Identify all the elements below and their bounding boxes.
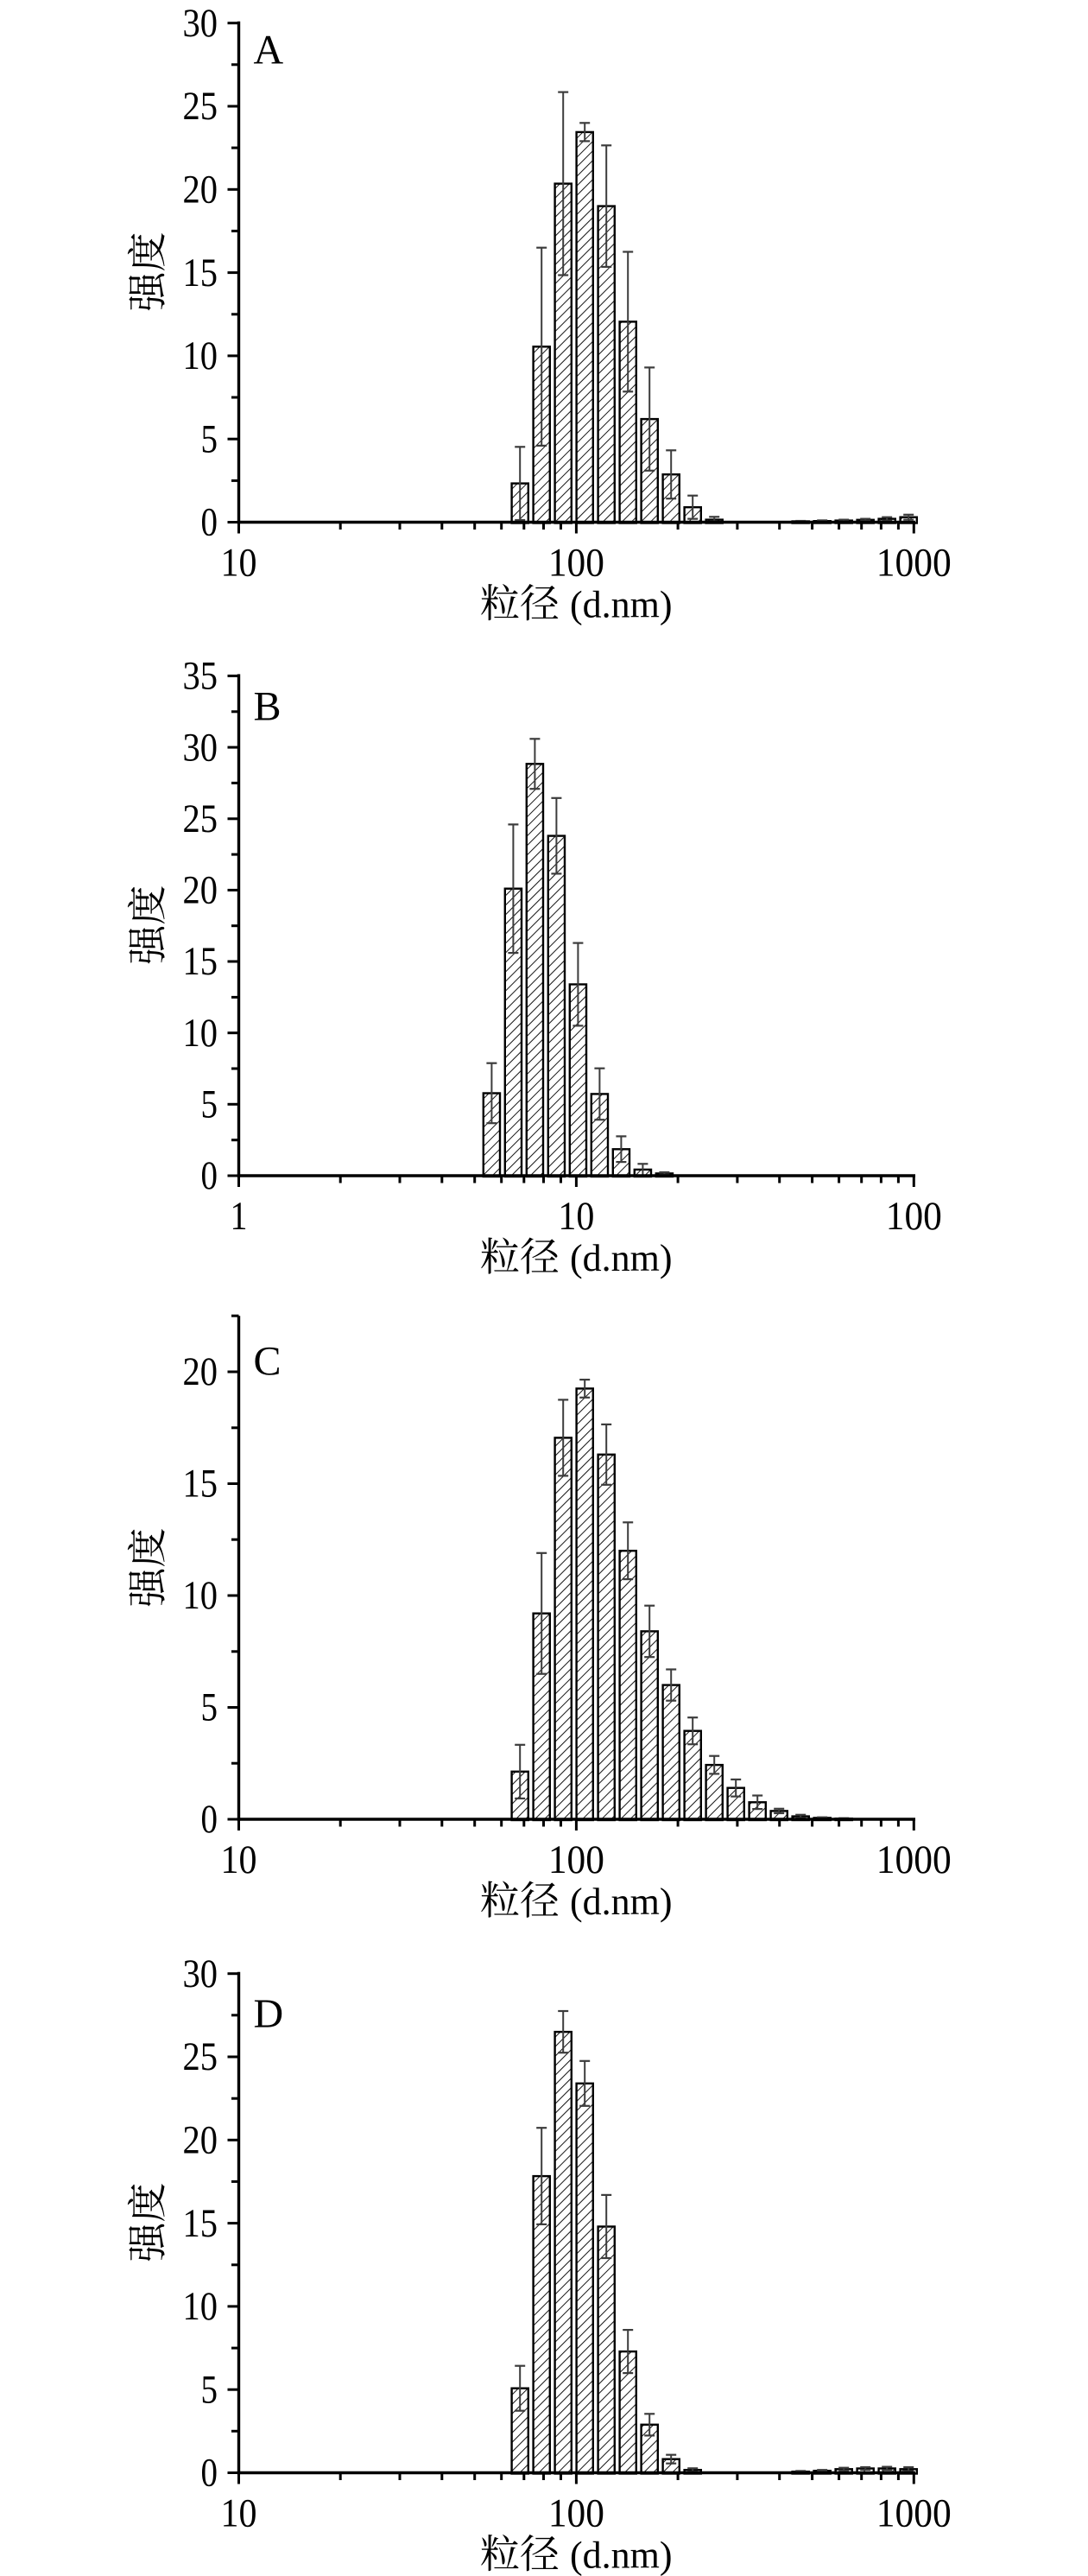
svg-text:100: 100 [548,1838,604,1882]
svg-text:20: 20 [183,1350,218,1394]
svg-text:5: 5 [201,1083,218,1127]
svg-text:10: 10 [558,1195,594,1239]
svg-text:(d.nm): (d.nm) [570,2535,673,2576]
svg-text:10: 10 [183,334,218,378]
svg-text:1: 1 [231,1195,248,1239]
svg-text:1000: 1000 [876,2492,952,2536]
svg-text:(d.nm): (d.nm) [570,1237,673,1279]
svg-text:D: D [254,1991,284,2037]
svg-text:0: 0 [201,2452,218,2496]
svg-text:25: 25 [183,797,218,841]
svg-text:20: 20 [183,168,218,213]
svg-text:30: 30 [183,1952,218,1996]
svg-text:B: B [254,684,281,730]
svg-text:C: C [254,1339,281,1385]
svg-text:10: 10 [183,2285,218,2329]
svg-text:15: 15 [183,940,218,984]
svg-text:1000: 1000 [876,542,952,586]
svg-text:15: 15 [183,2202,218,2246]
svg-text:10: 10 [183,1574,218,1618]
svg-text:15: 15 [183,1462,218,1507]
svg-text:100: 100 [886,1195,942,1239]
svg-text:15: 15 [183,251,218,295]
svg-text:25: 25 [183,85,218,129]
svg-text:0: 0 [201,1798,218,1842]
svg-text:100: 100 [548,542,604,586]
svg-text:0: 0 [201,501,218,545]
svg-text:5: 5 [201,1686,218,1730]
svg-text:10: 10 [221,2492,257,2536]
svg-text:20: 20 [183,2119,218,2163]
svg-text:20: 20 [183,869,218,913]
svg-text:A: A [254,28,284,73]
svg-text:1000: 1000 [876,1838,952,1882]
svg-text:5: 5 [201,417,218,461]
svg-text:5: 5 [201,2368,218,2412]
svg-text:30: 30 [183,726,218,770]
svg-text:(d.nm): (d.nm) [570,584,673,626]
svg-text:10: 10 [221,1838,257,1882]
svg-text:35: 35 [183,655,218,699]
svg-text:100: 100 [548,2492,604,2536]
svg-text:25: 25 [183,2035,218,2079]
svg-text:10: 10 [221,542,257,586]
svg-text:30: 30 [183,2,218,46]
svg-text:(d.nm): (d.nm) [570,1881,673,1923]
svg-text:10: 10 [183,1012,218,1056]
svg-text:0: 0 [201,1154,218,1198]
